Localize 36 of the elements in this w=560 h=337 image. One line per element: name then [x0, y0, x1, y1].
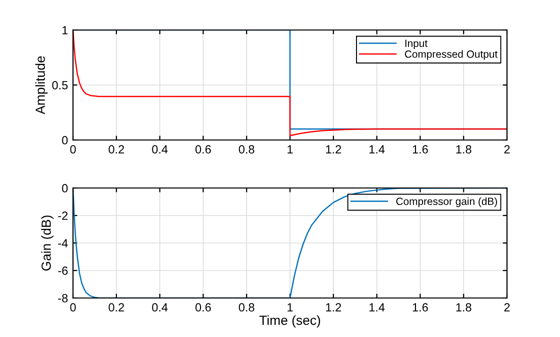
x-tick-label: 1.6: [412, 303, 428, 312]
x-tick-label: 1.2: [326, 145, 342, 154]
x-tick-label: 0.4: [152, 145, 168, 154]
y-tick-label: 1: [62, 26, 68, 34]
x-tick-label: 0: [70, 303, 76, 312]
x-axis-title: Time (sec): [259, 315, 320, 328]
y-tick-label: 0: [62, 136, 68, 144]
x-tick-label: 0.6: [195, 145, 211, 154]
x-tick-label: 0.8: [238, 145, 254, 154]
legend-label: Input: [405, 40, 428, 50]
y-tick-label: -2: [58, 212, 68, 220]
y-tick-label: 0: [62, 184, 68, 192]
x-tick-label: 0.4: [152, 303, 168, 312]
x-tick-label: 2: [504, 145, 510, 154]
y-tick-label: -8: [58, 294, 68, 302]
x-tick-label: 1: [288, 303, 293, 312]
y-axis-title: Amplitude: [35, 56, 48, 114]
y-tick-label: -6: [58, 266, 68, 275]
x-tick-label: 1: [288, 145, 293, 154]
x-tick-label: 0: [70, 145, 76, 154]
x-tick-label: 0.8: [238, 303, 254, 312]
y-axis-title: Gain (dB): [41, 216, 54, 271]
y-tick-label: -4: [58, 239, 68, 248]
legend-label: Compressor gain (dB): [396, 197, 497, 208]
x-tick-label: 1.2: [326, 303, 342, 312]
x-tick-label: 1.4: [369, 303, 385, 312]
y-tick-label: 0.5: [52, 81, 68, 90]
x-tick-label: 2: [504, 303, 510, 312]
legend-label: Compressed Output: [404, 50, 498, 60]
x-tick-label: 1.6: [412, 145, 428, 154]
x-tick-label: 0.2: [108, 145, 124, 154]
x-tick-label: 0.6: [195, 303, 211, 312]
x-tick-label: 0.2: [108, 303, 124, 312]
x-tick-label: 1.4: [369, 145, 385, 154]
x-tick-label: 1.8: [456, 145, 472, 154]
x-tick-label: 1.8: [456, 303, 472, 312]
